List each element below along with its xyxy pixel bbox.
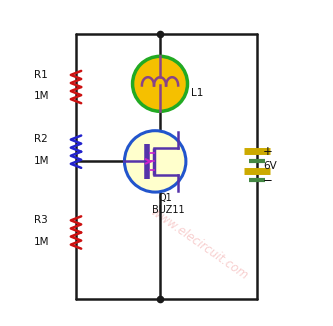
Text: +: + bbox=[263, 145, 273, 158]
Text: 6V: 6V bbox=[263, 161, 277, 171]
Text: Q1: Q1 bbox=[159, 193, 172, 203]
Text: 1M: 1M bbox=[34, 237, 50, 246]
Text: −: − bbox=[263, 174, 273, 187]
Text: L1: L1 bbox=[191, 88, 203, 98]
Text: R1: R1 bbox=[34, 70, 48, 80]
Text: www.elecircuit.com: www.elecircuit.com bbox=[148, 205, 250, 282]
Circle shape bbox=[133, 56, 187, 111]
Text: 1M: 1M bbox=[34, 156, 50, 166]
Text: BUZ11: BUZ11 bbox=[152, 205, 184, 215]
Text: R2: R2 bbox=[34, 134, 48, 144]
Text: R3: R3 bbox=[34, 215, 48, 225]
Circle shape bbox=[125, 131, 186, 192]
Text: 1M: 1M bbox=[34, 91, 50, 101]
